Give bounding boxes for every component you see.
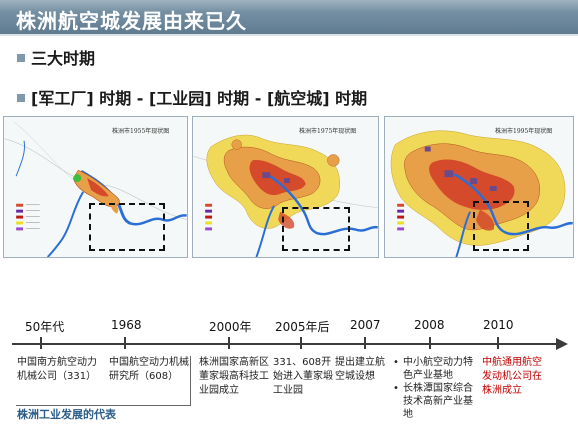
list-item: • 中小航空动力特色产业基地 xyxy=(393,356,477,382)
map-1995: 株洲市1995年现状图 xyxy=(384,116,574,258)
map-1955-drawing xyxy=(4,117,187,257)
timeline-year-50s: 50年代 xyxy=(25,320,65,334)
map-1975: 株洲市1975年现状图 xyxy=(192,116,379,258)
timeline-tick xyxy=(300,337,302,349)
map-1975-drawing xyxy=(193,117,378,257)
timeline-tick xyxy=(40,337,42,349)
list-item-text: 中小航空动力特色产业基地 xyxy=(403,357,473,381)
map-1955: 株洲市1955年现状图 xyxy=(3,116,188,258)
bullet-square-icon xyxy=(17,53,25,62)
slide-title: 株洲航空城发展由来已久 xyxy=(16,9,247,33)
list-item: • 长株潭国家综合技术高新产业基地 xyxy=(393,382,477,421)
bullet-square-icon xyxy=(17,93,25,102)
timeline-year-2007: 2007 xyxy=(350,318,381,332)
timeline-year-2000: 2000年 xyxy=(209,320,252,334)
title-gloss xyxy=(0,0,578,12)
timeline-tick xyxy=(124,337,126,349)
timeline-tick xyxy=(429,337,431,349)
bullet-dot-icon: • xyxy=(393,383,399,394)
map-1995-label: 株洲市1995年现状图 xyxy=(495,128,553,135)
timeline-year-2008: 2008 xyxy=(414,318,445,332)
timeline-year-2010: 2010 xyxy=(483,318,514,332)
timeline-desc-2008-list: • 中小航空动力特色产业基地 • 长株潭国家综合技术高新产业基地 xyxy=(393,356,477,421)
timeline-tick xyxy=(364,337,366,349)
map-1975-label: 株洲市1975年现状图 xyxy=(299,128,357,135)
timeline-tick xyxy=(228,337,230,349)
bullet-periods: 三大时期 xyxy=(17,45,95,69)
timeline-arrow-icon xyxy=(556,338,568,350)
map-1955-highlight-box xyxy=(89,203,165,251)
group-divider xyxy=(190,356,191,406)
title-bar: 株洲航空城发展由来已久 xyxy=(0,0,578,36)
timeline-desc-331: 中国南方航空动力机械公司（331） xyxy=(17,357,97,382)
timeline-tick xyxy=(497,337,499,349)
timeline-desc-608: 中国航空动力机械研究所（608） xyxy=(109,357,189,382)
map-1955-label: 株洲市1955年现状图 xyxy=(112,128,170,135)
timeline-desc-hitech-park: 株洲国家高新区董家塅高科技工业园成立 xyxy=(199,357,269,396)
timeline-year-2005: 2005年后 xyxy=(275,320,330,334)
timeline-desc-avic-engine: 中航通用航空发动机公司在株洲成立 xyxy=(482,357,542,396)
bullet-period-names-text: [军工厂] 时期 - [工业园] 时期 - [航空城] 时期 xyxy=(31,89,368,108)
timeline-axis xyxy=(12,343,560,345)
map-1995-drawing xyxy=(385,117,573,257)
group-label: 株洲工业发展的代表 xyxy=(17,408,116,421)
timeline-desc-enter-park: 331、608开始进入董家塅工业园 xyxy=(273,357,333,396)
bullet-periods-text: 三大时期 xyxy=(31,49,96,68)
bullet-dot-icon: • xyxy=(393,357,399,368)
map-1975-highlight-box xyxy=(282,207,350,251)
list-item-text: 长株潭国家综合技术高新产业基地 xyxy=(403,383,473,420)
bullet-period-names: [军工厂] 时期 - [工业园] 时期 - [航空城] 时期 xyxy=(17,85,367,109)
group-underline xyxy=(16,405,190,406)
map-1995-highlight-box xyxy=(473,201,529,251)
timeline-desc-aviation-city-idea: 提出建立航空城设想 xyxy=(335,357,385,382)
timeline-year-1968: 1968 xyxy=(111,318,142,332)
